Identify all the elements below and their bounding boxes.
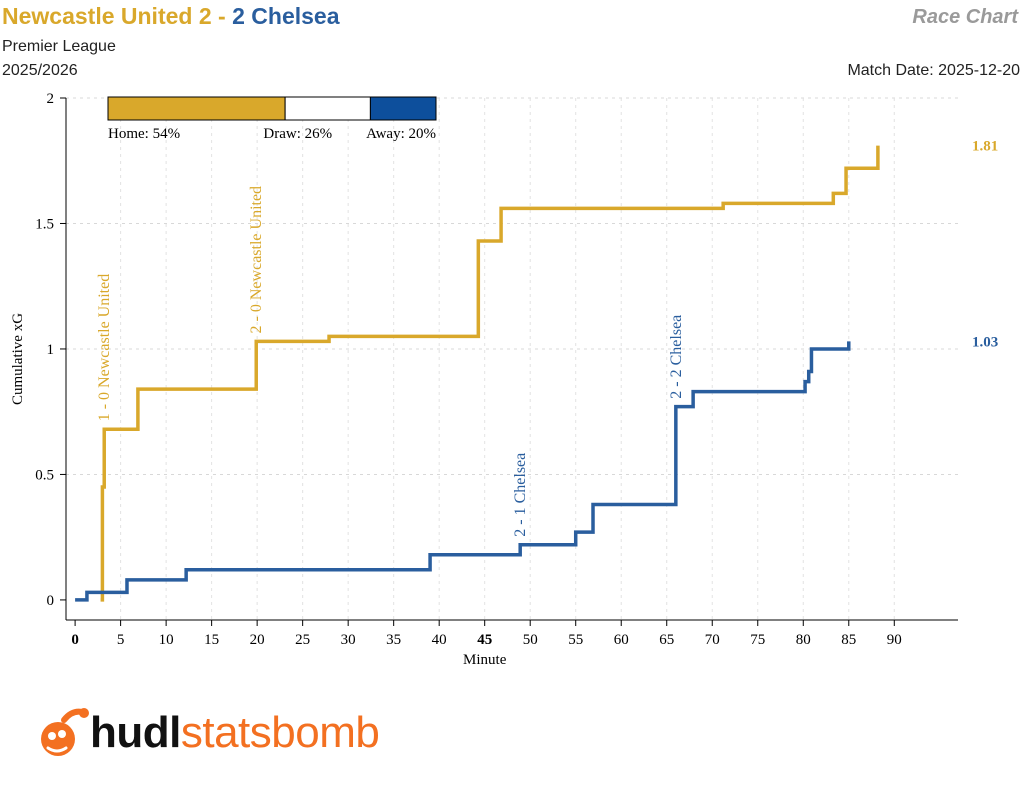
draw-probability-bar: [284, 96, 371, 121]
away-probability-bar: [369, 96, 437, 121]
y-tick-label: 1.5: [35, 216, 54, 232]
x-tick-label: 25: [295, 632, 310, 648]
chart-type-label: Race Chart: [912, 6, 1018, 28]
x-tick-label: 90: [887, 632, 902, 648]
x-tick-label: 65: [659, 632, 674, 648]
away-final-xg-label: 1.03: [972, 334, 998, 350]
x-tick-label: 40: [432, 632, 447, 648]
score-separator: -: [211, 3, 233, 29]
y-tick-label: 0.5: [35, 467, 54, 483]
home-xg-line: [100, 145, 880, 602]
x-tick-label: 20: [250, 632, 265, 648]
x-tick-label: 5: [117, 632, 125, 648]
home-probability-label: Home: 54%: [108, 126, 180, 142]
x-tick-label: 50: [523, 632, 538, 648]
x-tick-label: 35: [386, 632, 401, 648]
hudl-statsbomb-wordmark: hudlstatsbomb: [90, 708, 380, 758]
x-tick-label: 60: [614, 632, 629, 648]
goal-annotation: 1 - 0 Newcastle United: [96, 274, 113, 422]
y-tick-label: 0: [47, 593, 55, 609]
x-tick-label: 75: [750, 632, 765, 648]
x-axis-label: Minute: [463, 652, 507, 668]
logo-statsbomb: statsbomb: [180, 708, 380, 757]
logo-hudl: hudl: [90, 708, 181, 757]
race-chart: 00.511.520 5 10 15 20 25 30 35 40 45 50 55 60 65 70 75 8…: [10, 91, 998, 668]
x-tick-label: 10: [159, 632, 174, 648]
statsbomb-bomb-icon: [41, 708, 89, 756]
season-label: 2025/2026: [2, 62, 78, 79]
home-score: 2: [198, 3, 212, 29]
x-tick-label: 15: [204, 632, 219, 648]
y-tick-label: 1: [47, 342, 55, 358]
x-tick-label: 70: [705, 632, 720, 648]
x-tick-label: 0: [71, 632, 79, 648]
y-axis-label: Cumulative xG: [10, 313, 26, 405]
competition-name: Premier League: [2, 38, 116, 55]
match-title: Newcastle United 2 - 2 Chelsea: [2, 3, 340, 30]
away-probability-label: Away: 20%: [366, 126, 436, 142]
x-tick-label: 45: [477, 632, 492, 648]
away-xg-line: [75, 341, 851, 602]
goal-annotation: 2 - 2 Chelsea: [668, 315, 685, 399]
y-tick-label: 2: [47, 91, 55, 107]
home-team-name: Newcastle United: [2, 3, 193, 29]
x-tick-label: 80: [796, 632, 811, 648]
goal-annotation: 2 - 0 Newcastle United: [248, 186, 265, 334]
home-final-xg-label: 1.81: [972, 139, 998, 155]
away-score: 2: [232, 3, 245, 29]
x-tick-label: 55: [568, 632, 583, 648]
x-tick-label: 85: [841, 632, 856, 648]
draw-probability-label: Draw: 26%: [263, 126, 332, 142]
match-date: Match Date: 2025-12-20: [847, 62, 1020, 79]
x-tick-label: 30: [341, 632, 356, 648]
away-team-name: Chelsea: [251, 3, 340, 29]
goal-annotation: 2 - 1 Chelsea: [512, 453, 529, 537]
home-probability-bar: [107, 96, 286, 121]
